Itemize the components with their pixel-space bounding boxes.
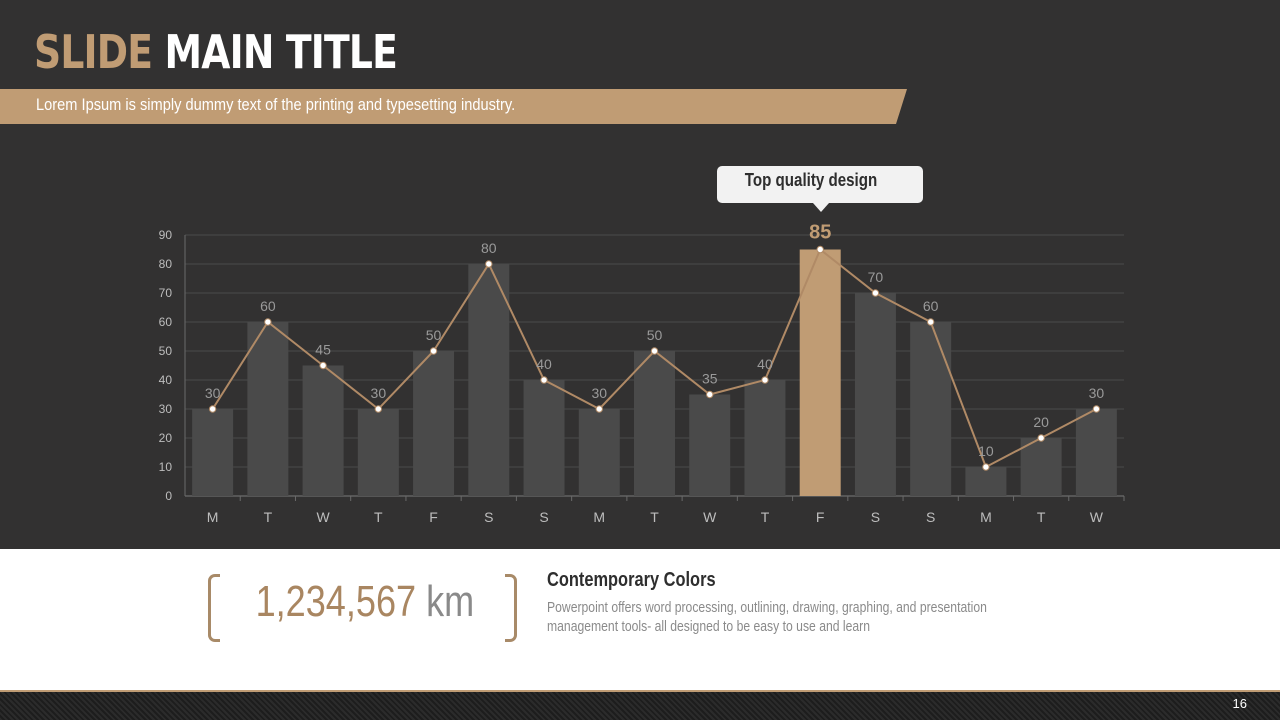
bar: [965, 467, 1007, 496]
bar: [1020, 438, 1062, 496]
y-tick-label: 50: [159, 344, 173, 358]
left-bracket: [208, 574, 220, 642]
data-label: 30: [205, 385, 221, 401]
x-tick-label: F: [429, 509, 438, 525]
x-tick-label: M: [207, 509, 219, 525]
x-tick-label: S: [484, 509, 493, 525]
callout-bubble: Top quality design: [717, 166, 923, 212]
bar: [744, 380, 786, 496]
slide-title-accent: SLIDE: [34, 25, 153, 79]
x-tick-label: F: [816, 509, 825, 525]
data-point: [650, 347, 659, 355]
data-label: 50: [647, 327, 663, 343]
bar: [799, 249, 841, 496]
x-tick-label: T: [264, 509, 273, 525]
footer-bar: [0, 692, 1280, 720]
callout-text: Top quality design: [744, 170, 878, 190]
data-label: 45: [315, 342, 331, 358]
slide-title-main: MAIN TITLE: [164, 25, 398, 79]
bar: [468, 264, 510, 496]
x-tick-label: T: [1037, 509, 1046, 525]
x-tick-label: W: [703, 509, 717, 525]
data-label: 60: [923, 298, 939, 314]
data-point: [208, 405, 217, 413]
y-tick-label: 0: [165, 489, 172, 503]
y-tick-label: 10: [159, 460, 173, 474]
bar: [854, 293, 896, 496]
bar: [910, 322, 952, 496]
y-tick-label: 80: [159, 257, 173, 271]
x-tick-label: T: [374, 509, 383, 525]
bar: [523, 380, 565, 496]
bar: [689, 394, 731, 496]
data-point: [982, 463, 990, 471]
bar: [192, 409, 234, 496]
subtitle-text: Lorem Ipsum is simply dummy text of the …: [36, 95, 516, 114]
data-point: [264, 318, 272, 326]
data-point: [926, 318, 935, 326]
x-tick-label: T: [650, 509, 659, 525]
data-point: [429, 347, 438, 355]
data-point: [319, 361, 327, 370]
data-point: [374, 405, 383, 413]
data-label: 40: [536, 356, 552, 372]
data-label: 30: [591, 385, 607, 401]
data-label: 50: [426, 327, 442, 343]
x-tick-label: M: [593, 509, 605, 525]
stat-number: 1,234,567: [255, 577, 417, 626]
data-label: 30: [371, 385, 387, 401]
data-label: 70: [868, 269, 884, 285]
data-label: 60: [260, 298, 276, 314]
x-tick-label: T: [761, 509, 770, 525]
data-label: 30: [1089, 385, 1105, 401]
bar: [1075, 409, 1117, 496]
data-point: [706, 390, 714, 399]
stat-value: 1,234,567 km: [255, 574, 475, 630]
description-title: Contemporary Colors: [547, 569, 716, 591]
data-label: 40: [757, 356, 773, 372]
x-tick-label: S: [926, 509, 935, 525]
description-body: Powerpoint offers word processing, outli…: [547, 600, 987, 635]
data-point: [595, 405, 603, 413]
footer-accent-line: [0, 690, 1280, 692]
page-number: 16: [1232, 696, 1247, 711]
data-label: 80: [481, 240, 497, 256]
data-point: [485, 260, 493, 268]
x-tick-label: W: [316, 509, 330, 525]
bar: [357, 409, 399, 496]
data-label: 10: [978, 443, 994, 459]
data-label: 35: [702, 371, 718, 387]
bar: [247, 322, 289, 496]
y-tick-label: 90: [159, 228, 173, 242]
bar: [634, 351, 675, 496]
x-tick-label: W: [1090, 509, 1104, 525]
bar-line-chart: 0 10 20 30 40 50 60 70 80 90 M T W T F S S M T W T F S S M T W 30 60…: [159, 222, 1125, 525]
right-bracket: [505, 574, 517, 642]
x-tick-label: M: [980, 509, 992, 525]
y-tick-label: 20: [159, 431, 173, 445]
data-point: [540, 376, 548, 384]
bar: [413, 351, 455, 496]
data-point: [1092, 405, 1101, 413]
subtitle-banner: [0, 89, 907, 124]
data-point: [1037, 434, 1045, 442]
bar: [578, 409, 620, 496]
y-tick-label: 70: [159, 286, 173, 300]
data-point: [816, 245, 824, 254]
y-tick-label: 40: [159, 373, 173, 387]
y-tick-label: 30: [159, 402, 173, 416]
data-point: [871, 289, 880, 297]
x-tick-label: S: [871, 509, 880, 525]
data-point: [761, 376, 769, 384]
data-label: 20: [1033, 414, 1049, 430]
bar: [302, 365, 344, 496]
y-tick-label: 60: [159, 315, 173, 329]
x-tick-label: S: [539, 509, 548, 525]
data-label-highlight: 85: [809, 222, 831, 244]
slide-title: SLIDE MAIN TITLE: [34, 22, 398, 82]
stat-unit: km: [426, 577, 475, 626]
